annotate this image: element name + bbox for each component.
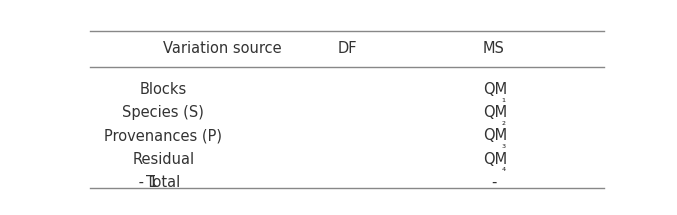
Text: QM: QM <box>483 105 507 120</box>
Text: DF: DF <box>337 41 357 56</box>
Text: MS: MS <box>483 41 505 56</box>
Text: QM: QM <box>483 128 507 143</box>
Text: ₄: ₄ <box>502 163 506 173</box>
Text: ₁: ₁ <box>502 94 506 104</box>
Text: -: - <box>492 175 496 190</box>
Text: Total: Total <box>146 175 181 190</box>
Text: Blocks: Blocks <box>139 82 187 97</box>
Text: QM: QM <box>483 152 507 167</box>
Text: ₂: ₂ <box>502 117 506 127</box>
Text: Species (S): Species (S) <box>123 105 204 120</box>
Text: - 1: - 1 <box>134 175 158 190</box>
Text: ₃: ₃ <box>502 140 506 150</box>
Text: Provenances (P): Provenances (P) <box>104 128 222 143</box>
Text: QM: QM <box>483 82 507 97</box>
Text: Variation source: Variation source <box>163 41 282 56</box>
Text: Residual: Residual <box>132 152 194 167</box>
